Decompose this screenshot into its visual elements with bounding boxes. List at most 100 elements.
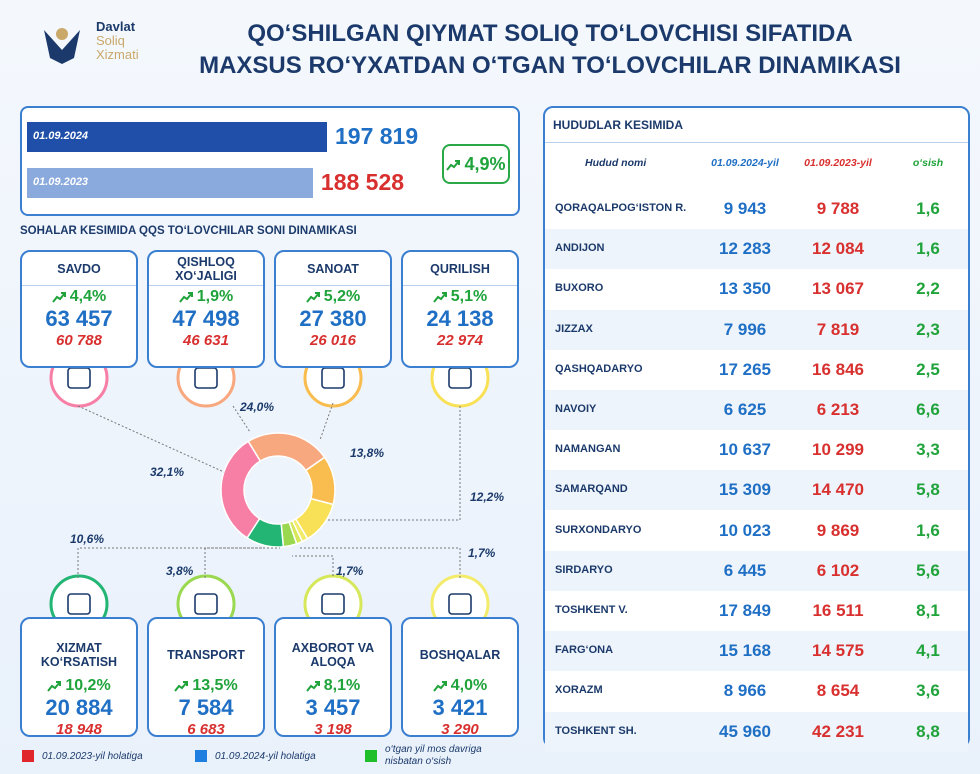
logo-mark: [44, 28, 80, 64]
icon-glyph: [194, 593, 218, 615]
region-name: TOSHKENT V.: [555, 604, 628, 616]
logo-line: Xizmati: [96, 47, 139, 62]
sector-card: QISHLOQ XO‘JALIGI 1,9% 47 498 46 631: [147, 250, 265, 368]
summary-bar: 01.09.2024: [27, 122, 327, 152]
region-value: 2,3: [916, 319, 940, 339]
region-value: 1,6: [916, 520, 940, 540]
arrow-head: [455, 160, 461, 166]
growth-text: 5,1%: [450, 288, 488, 305]
region-value: 15 168: [719, 641, 771, 661]
sector-current: 24 138: [426, 306, 494, 331]
share-label: 32,1%: [150, 465, 185, 479]
growth-arrow: [47, 680, 62, 692]
connector: [232, 405, 251, 433]
arrow-head: [441, 680, 447, 686]
region-value: 6 625: [723, 400, 767, 419]
region-value: 45 960: [719, 721, 771, 741]
row-background: [545, 711, 968, 752]
connector: [292, 555, 334, 576]
growth-arrow: [305, 680, 320, 692]
sector-current: 3 457: [305, 695, 361, 720]
region-name: QORAQALPOG‘ISTON R.: [555, 202, 687, 214]
sector-card: TRANSPORT 13,5% 7 584 6 683: [147, 617, 265, 738]
sector-growth: 10,2%: [22, 677, 136, 695]
region-name: NAVOIY: [555, 403, 597, 415]
region-value: 5,6: [916, 560, 940, 580]
region-name: SURXONDARYO: [555, 523, 642, 536]
region-value: 9 943: [723, 199, 767, 218]
sector-previous: 3 290: [441, 721, 479, 738]
region-name: TOSHKENT SH.: [555, 724, 637, 737]
share-label: 12,2%: [470, 490, 505, 504]
row-background: [545, 229, 968, 270]
sector-name: QURILISH: [403, 252, 517, 286]
summary-growth: 4,9%: [442, 144, 510, 184]
region-value: 10 023: [719, 520, 771, 540]
icon-glyph: [67, 593, 91, 615]
growth-text: 4,4%: [69, 288, 107, 305]
logo-text: Davlat Soliq Xizmati: [96, 20, 166, 62]
connector: [326, 406, 461, 521]
title: QO‘SHILGAN QIYMAT SOLIQ TO‘LOVCHISI SIFA…: [170, 18, 930, 82]
region-value: 8,8: [916, 721, 940, 741]
summary-value: 188 528: [320, 169, 405, 195]
region-value: 8 966: [723, 681, 767, 701]
icon-glyph: [321, 367, 345, 389]
region-value: 8 654: [816, 681, 860, 701]
growth-text: 5,2%: [323, 288, 361, 305]
connector: [77, 405, 225, 473]
column-header: 01.09.2024-yil: [711, 157, 779, 169]
sector-growth: 5,2%: [276, 288, 390, 306]
region-value: 14 470: [812, 480, 864, 500]
sector-card: QURILISH 5,1% 24 138 22 974: [401, 250, 519, 368]
summary-date: 01.09.2024: [33, 130, 89, 142]
share-label: 3,8%: [166, 564, 194, 578]
legend-label: o‘tgan yil mos davriga nisbatan o‘sish: [385, 744, 482, 767]
row-background: [545, 550, 968, 591]
sector-current: 63 457: [45, 306, 113, 331]
arrow-head: [183, 680, 189, 686]
title-line: MAXSUS RO‘YXATDAN O‘TGAN TO‘LOVCHILAR DI…: [199, 52, 901, 79]
connector: [204, 547, 280, 578]
region-value: 3,6: [916, 681, 940, 701]
sector-card: SANOAT 5,2% 27 380 26 016: [274, 250, 392, 368]
legend-swatch: [22, 750, 34, 762]
connector: [300, 547, 461, 578]
legend-label: 01.09.2023-yil holatiga: [42, 751, 143, 762]
region-name: NAMANGAN: [555, 443, 621, 456]
region-value: 13 067: [812, 279, 864, 299]
region-value: 9 869: [816, 520, 860, 540]
sector-current: 7 584: [178, 695, 234, 720]
region-name: QASHQADARYO: [555, 362, 643, 375]
sector-current: 3 421: [432, 695, 488, 720]
sector-growth: 13,5%: [149, 677, 263, 695]
logo-line: Davlat: [96, 19, 136, 34]
growth-text: 4,0%: [450, 677, 488, 694]
region-value: 13 350: [719, 279, 771, 299]
region-value: 10 299: [812, 440, 864, 460]
sector-previous: 26 016: [310, 332, 356, 349]
icon-glyph: [67, 367, 91, 389]
sector-growth: 5,1%: [403, 288, 517, 306]
summary-bar: 01.09.2023: [27, 168, 313, 198]
region-value: 6,6: [916, 400, 940, 419]
region-value: 10 637: [719, 440, 771, 460]
region-value: 2,5: [916, 359, 940, 379]
legend-swatch: [195, 750, 207, 762]
growth-arrow: [432, 680, 447, 692]
arrow-line: [174, 681, 189, 692]
logo-line: Soliq: [96, 33, 125, 48]
icon-glyph: [448, 367, 472, 389]
sector-previous: 22 974: [437, 332, 483, 349]
region-value: 8,1: [916, 601, 940, 620]
column-header: Hudud nomi: [585, 157, 647, 169]
regions-divider: [545, 142, 968, 143]
share-label: 24,0%: [240, 400, 275, 414]
sector-growth: 4,0%: [403, 677, 517, 695]
sector-growth: 4,4%: [22, 288, 136, 306]
row-background: [545, 631, 968, 672]
region-name: JIZZAX: [555, 322, 593, 335]
growth-text: 10,2%: [65, 677, 111, 694]
region-value: 6 102: [816, 560, 860, 580]
